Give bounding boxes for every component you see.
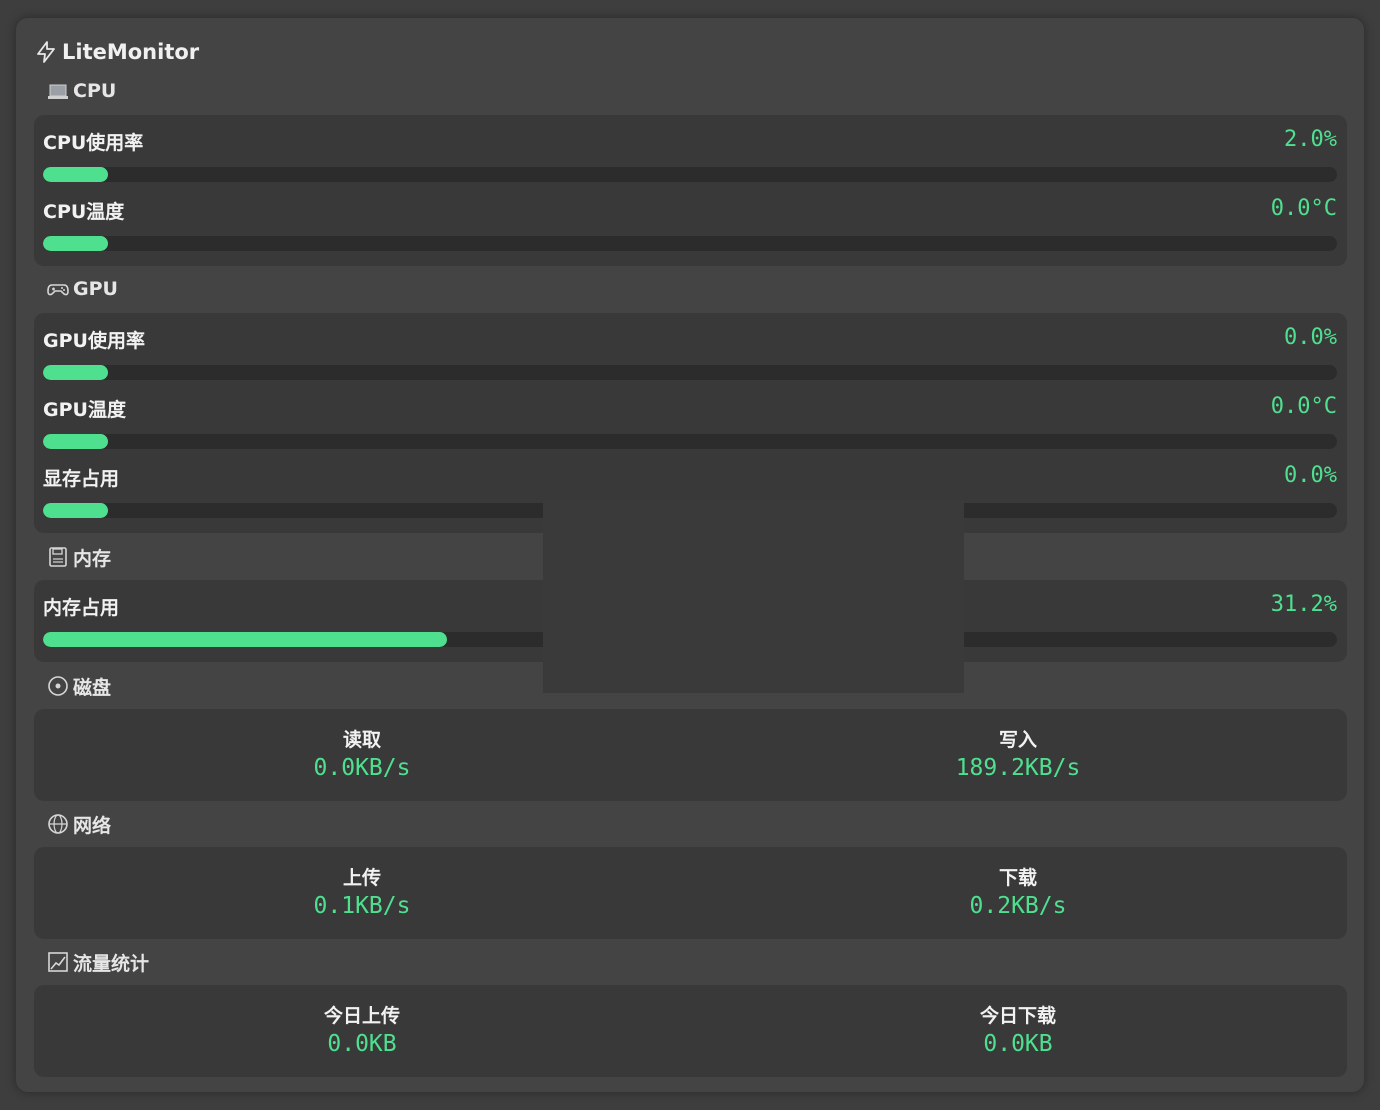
globe-icon	[46, 812, 70, 836]
disk-read: 读取 0.0KB/s	[34, 709, 690, 801]
cpu-card: CPU使用率 2.0% CPU温度 0.0°C	[34, 115, 1347, 266]
section-title-traffic: 流量统计	[46, 948, 149, 976]
render-artifact	[543, 500, 964, 693]
traffic-today-download-label: 今日下载	[979, 1005, 1056, 1027]
section-title-network: 网络	[46, 810, 111, 838]
metric-value: 0.0%	[1284, 325, 1337, 350]
metric-label: 显存占用	[43, 468, 120, 490]
metric-gpu-temp: GPU温度 0.0°C	[34, 382, 1347, 451]
section-title-disk: 磁盘	[46, 672, 111, 700]
section-title-gpu: GPU	[46, 275, 118, 303]
disk-write-label: 写入	[998, 729, 1037, 751]
section-title-label: GPU	[73, 278, 118, 300]
network-upload: 上传 0.1KB/s	[34, 847, 690, 939]
floppy-icon	[46, 545, 70, 569]
section-title-cpu: CPU	[46, 77, 116, 105]
gamepad-icon	[46, 277, 70, 301]
metric-label: 内存占用	[43, 597, 120, 619]
progress-fill	[43, 167, 108, 182]
traffic-today-download: 今日下载 0.0KB	[690, 985, 1346, 1077]
disk-icon	[46, 674, 70, 698]
disk-card: 读取 0.0KB/s 写入 189.2KB/s	[34, 709, 1347, 801]
network-card: 上传 0.1KB/s 下载 0.2KB/s	[34, 847, 1347, 939]
progress-track	[43, 167, 1337, 182]
metric-value: 2.0%	[1284, 127, 1337, 152]
section-title-label: CPU	[73, 80, 117, 102]
traffic-today-upload-label: 今日上传	[323, 1005, 400, 1027]
progress-track	[43, 434, 1337, 449]
metric-value: 0.0°C	[1270, 196, 1337, 221]
app-header: LiteMonitor	[34, 36, 199, 68]
progress-fill	[43, 236, 108, 251]
app-title: LiteMonitor	[62, 40, 200, 64]
metric-label: GPU使用率	[43, 330, 145, 352]
metric-label: CPU使用率	[43, 132, 144, 154]
disk-write: 写入 189.2KB/s	[690, 709, 1346, 801]
network-upload-label: 上传	[342, 867, 381, 889]
section-title-label: 内存	[73, 547, 112, 570]
lightning-icon	[34, 40, 58, 64]
network-upload-value: 0.1KB/s	[313, 893, 411, 919]
metric-value: 0.0°C	[1270, 394, 1337, 419]
chart-icon	[46, 950, 70, 974]
progress-fill	[43, 434, 108, 449]
section-title-label: 流量统计	[73, 952, 150, 975]
progress-fill	[43, 503, 108, 518]
metric-cpu-usage: CPU使用率 2.0%	[34, 115, 1347, 184]
metric-label: GPU温度	[43, 399, 126, 421]
traffic-today-download-value: 0.0KB	[983, 1031, 1053, 1057]
network-download-value: 0.2KB/s	[969, 893, 1067, 919]
section-title-label: 磁盘	[73, 676, 112, 699]
network-download: 下载 0.2KB/s	[690, 847, 1346, 939]
metric-value: 31.2%	[1270, 592, 1337, 617]
progress-fill	[43, 632, 447, 647]
progress-track	[43, 365, 1337, 380]
traffic-today-upload-value: 0.0KB	[327, 1031, 397, 1057]
progress-fill	[43, 365, 108, 380]
traffic-card: 今日上传 0.0KB 今日下载 0.0KB	[34, 985, 1347, 1077]
section-title-memory: 内存	[46, 543, 111, 571]
metric-label: CPU温度	[43, 201, 125, 223]
traffic-today-upload: 今日上传 0.0KB	[34, 985, 690, 1077]
disk-write-value: 189.2KB/s	[955, 755, 1081, 781]
metric-cpu-temp: CPU温度 0.0°C	[34, 184, 1347, 253]
network-download-label: 下载	[998, 867, 1037, 889]
progress-track	[43, 236, 1337, 251]
laptop-icon	[46, 79, 70, 103]
disk-read-label: 读取	[342, 729, 381, 751]
section-title-label: 网络	[73, 814, 112, 837]
metric-gpu-usage: GPU使用率 0.0%	[34, 313, 1347, 382]
metric-value: 0.0%	[1284, 463, 1337, 488]
disk-read-value: 0.0KB/s	[313, 755, 411, 781]
